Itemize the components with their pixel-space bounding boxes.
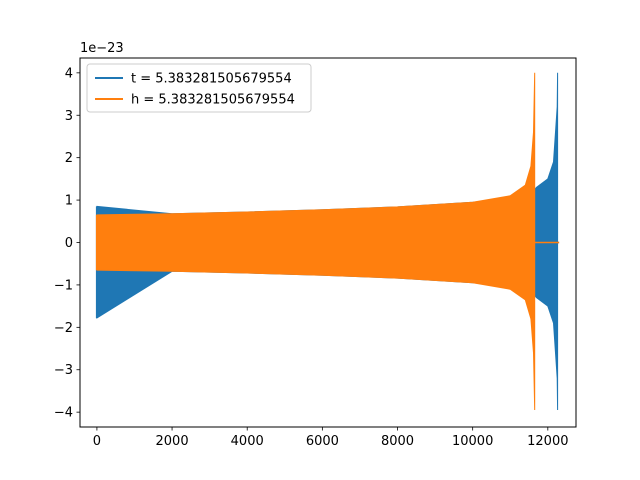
- legend: t = 5.383281505679554 h = 5.3832815056795…: [86, 63, 312, 113]
- x-tick-label: 6000: [306, 434, 339, 449]
- x-tick-label: 8000: [381, 434, 414, 449]
- y-tick-label: −4: [54, 406, 73, 421]
- y-tick-label: −3: [54, 363, 73, 378]
- legend-label-2: h = 5.383281505679554: [131, 93, 295, 108]
- x-tick-label: 0: [93, 434, 101, 449]
- y-tick-label: −2: [54, 321, 73, 336]
- y-tick-label: −1: [54, 278, 73, 293]
- legend-box: [86, 63, 312, 113]
- series-layer: [95, 72, 560, 411]
- y-tick-label: 0: [65, 236, 73, 251]
- series-2: [95, 72, 560, 411]
- y-tick-label: 4: [65, 66, 73, 81]
- legend-label-1: t = 5.383281505679554: [131, 72, 292, 87]
- y-tick-label: 2: [65, 151, 73, 166]
- y-axis: −4 −3 −2 −1 0 1 2 3 4: [54, 66, 80, 421]
- y-tick-label: 3: [65, 109, 73, 124]
- x-tick-label: 12000: [527, 434, 568, 449]
- x-tick-label: 2000: [156, 434, 189, 449]
- y-offset-text: 1e−23: [80, 41, 124, 56]
- series-2-oscillation-band: [96, 72, 536, 411]
- x-axis: 0 2000 4000 6000 8000 10000 12000: [93, 427, 568, 449]
- y-tick-label: 1: [65, 194, 73, 209]
- x-tick-label: 10000: [452, 434, 493, 449]
- x-tick-label: 4000: [231, 434, 264, 449]
